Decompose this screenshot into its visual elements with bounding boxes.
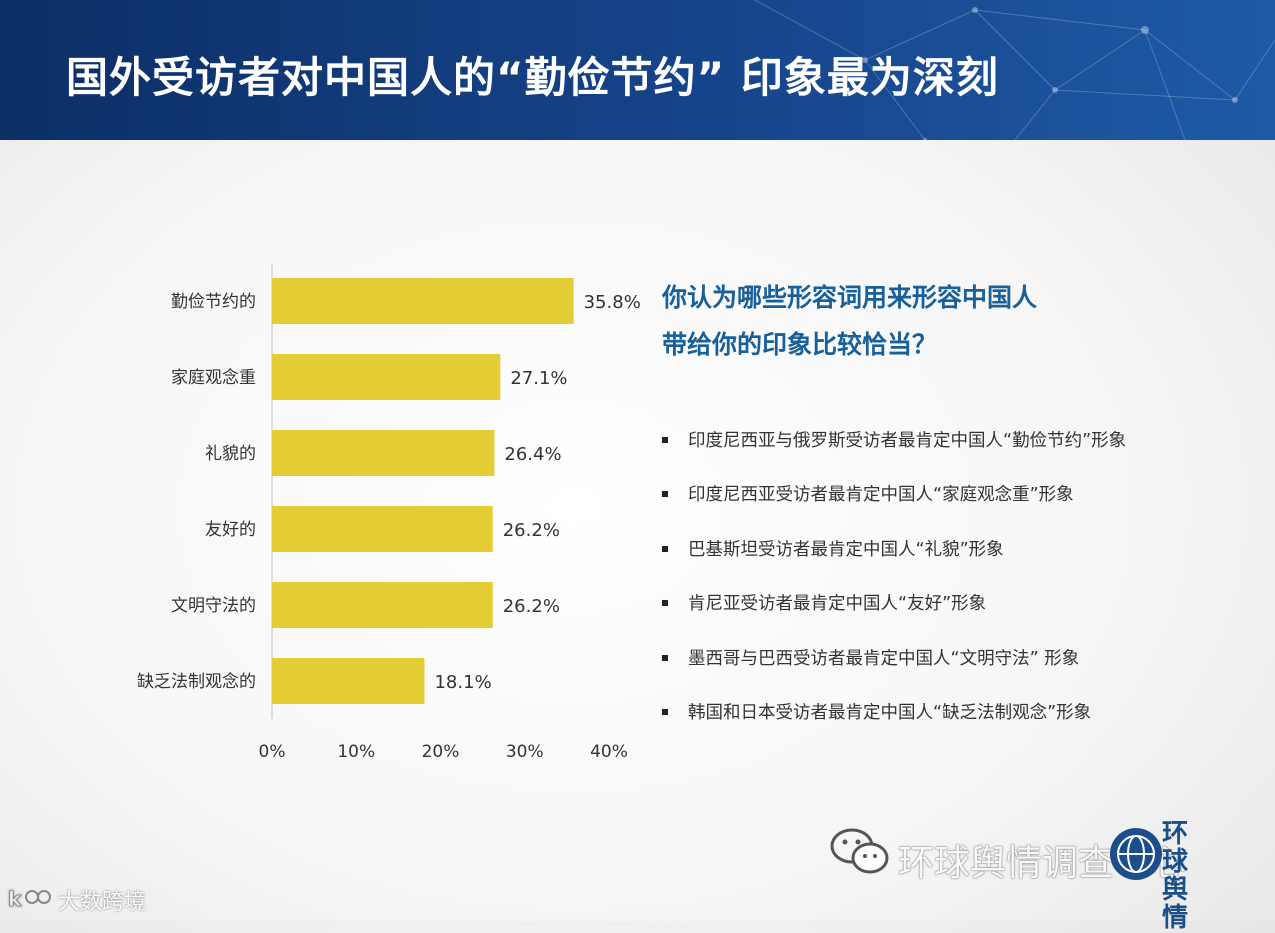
- finding-item: 巴基斯坦受访者最肯定中国人“礼貌”形象: [662, 533, 1126, 587]
- data-label: 26.2%: [503, 520, 560, 541]
- category-label: 礼貌的: [205, 444, 256, 464]
- x-tick-label: 30%: [506, 742, 544, 762]
- bullet-icon: [662, 600, 668, 607]
- findings-list: 印度尼西亚与俄罗斯受访者最肯定中国人“勤俭节约”形象 印度尼西亚受访者最肯定中国…: [662, 424, 1126, 750]
- finding-item: 墨西哥与巴西受访者最肯定中国人“文明守法” 形象: [662, 642, 1126, 696]
- category-label: 缺乏法制观念的: [137, 671, 256, 692]
- brand-logo-text: 环球舆情: [1162, 819, 1189, 933]
- bullet-icon: [662, 708, 668, 715]
- finding-text: 肯尼亚受访者最肯定中国人“友好”形象: [688, 594, 987, 615]
- svg-text:k: k: [8, 887, 22, 911]
- finding-text: 印度尼西亚受访者最肯定中国人“家庭观念重”形象: [688, 485, 1074, 506]
- question-line-2: 带给你的印象比较恰当？: [662, 330, 938, 359]
- x-tick-label: 10%: [337, 742, 375, 762]
- data-label: 26.2%: [503, 596, 560, 617]
- finding-item: 印度尼西亚与俄罗斯受访者最肯定中国人“勤俭节约”形象: [662, 424, 1126, 478]
- network-decoration: [754, 0, 1275, 140]
- finding-item: 印度尼西亚受访者最肯定中国人“家庭观念重”形象: [662, 478, 1126, 532]
- category-label: 家庭观念重: [171, 367, 256, 388]
- bullet-icon: [662, 437, 668, 443]
- bar: [272, 278, 574, 324]
- globe-logo-icon: [1110, 828, 1162, 880]
- data-label: 27.1%: [510, 368, 567, 389]
- data-label: 35.8%: [584, 292, 640, 313]
- corner-logo-icon: k: [8, 887, 51, 911]
- x-tick-label: 40%: [590, 742, 628, 762]
- wechat-icon: [830, 828, 889, 874]
- category-label: 友好的: [205, 520, 256, 540]
- bullet-icon: [662, 545, 668, 552]
- x-tick-label: 20%: [422, 742, 460, 762]
- bar: [272, 506, 493, 552]
- survey-question: 你认为哪些形容词用来形容中国人 带给你的印象比较恰当？: [662, 274, 1037, 368]
- finding-text: 韩国和日本受访者最肯定中国人“缺乏法制观念”形象: [688, 702, 1092, 723]
- finding-text: 印度尼西亚与俄罗斯受访者最肯定中国人“勤俭节约”形象: [688, 431, 1127, 451]
- data-label: 18.1%: [434, 672, 491, 693]
- wechat-watermark: 环球舆情调查中心: [828, 824, 1186, 884]
- header-banner: 国外受访者对中国人的“勤俭节约” 印象最为深刻: [0, 0, 1275, 140]
- finding-text: 墨西哥与巴西受访者最肯定中国人“文明守法” 形象: [688, 648, 1080, 669]
- bullet-icon: [662, 491, 668, 498]
- finding-item: 韩国和日本受访者最肯定中国人“缺乏法制观念”形象: [662, 696, 1126, 750]
- finding-text: 巴基斯坦受访者最肯定中国人“礼貌”形象: [688, 539, 1004, 560]
- category-label: 文明守法的: [171, 596, 256, 616]
- bar: [272, 430, 495, 476]
- category-label: 勤俭节约的: [171, 292, 256, 312]
- question-line-1: 你认为哪些形容词用来形容中国人: [662, 283, 1038, 312]
- finding-item: 肯尼亚受访者最肯定中国人“友好”形象: [662, 587, 1126, 641]
- bar: [272, 658, 425, 704]
- bullet-icon: [662, 654, 668, 661]
- corner-watermark-text: 大数跨境: [58, 890, 147, 915]
- bar: [272, 582, 493, 628]
- bar-chart: 勤俭节约的 35.8% 家庭观念重 27.1% 礼貌的 26.4% 友好的 26.2% 文明守法…: [137, 263, 640, 762]
- corner-watermark: k 大数跨境: [6, 884, 146, 915]
- x-tick-label: 0%: [259, 742, 286, 762]
- bar: [272, 354, 501, 400]
- page-title: 国外受访者对中国人的“勤俭节约” 印象最为深刻: [66, 53, 999, 102]
- data-label: 26.4%: [504, 444, 561, 465]
